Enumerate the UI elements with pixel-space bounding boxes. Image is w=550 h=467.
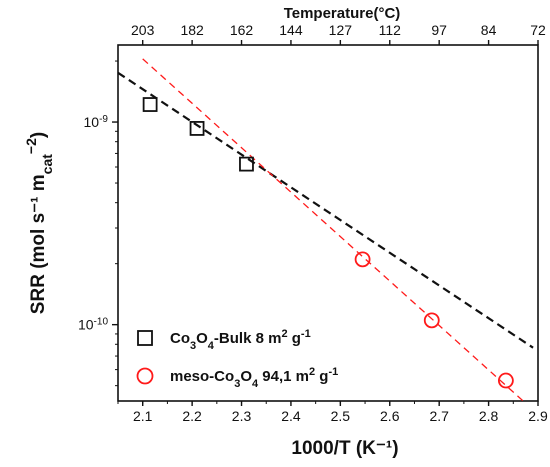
data-point-series-2 xyxy=(423,312,440,329)
top-tick-label: 72 xyxy=(530,22,546,38)
fit-lines xyxy=(117,58,534,402)
x-axis-title: 1000/T (K⁻¹) xyxy=(291,438,398,459)
data-point-series-1 xyxy=(142,97,158,112)
top-tick-label: 182 xyxy=(180,22,204,38)
x-tick-label: 2.8 xyxy=(479,408,499,424)
x-tick-label: 2.4 xyxy=(281,408,301,424)
top-tick-label: 144 xyxy=(279,22,303,38)
x-tick-label: 2.1 xyxy=(133,408,153,424)
data-point-series-1 xyxy=(189,121,205,136)
legend-label-2: meso-Co3O4 94,1 m2 g-1 xyxy=(170,366,338,390)
data-point-series-2 xyxy=(497,372,514,389)
data-point-series-1 xyxy=(239,156,254,172)
top-tick-label: 84 xyxy=(481,22,497,38)
top-tick-label: 97 xyxy=(431,22,447,38)
x-tick-label: 2.9 xyxy=(528,408,548,424)
top-tick-label: 162 xyxy=(230,22,254,38)
top-tick-label: 203 xyxy=(131,22,155,38)
x-tick-label: 2.6 xyxy=(380,408,400,424)
data-markers xyxy=(142,97,514,389)
x-tick-label: 2.3 xyxy=(232,408,252,424)
y-tick-label: 10-10 xyxy=(78,316,108,333)
top-axis-title: Temperature(°C) xyxy=(284,5,401,22)
x-tick-label: 2.5 xyxy=(331,408,351,424)
legend-marker-circle xyxy=(136,367,154,385)
top-axis-ticks: 203 182 162 144 127 112 97 84 72 xyxy=(131,22,546,45)
legend-marker-square xyxy=(137,330,153,346)
x-tick-label: 2.2 xyxy=(182,408,202,424)
fit-line-series-1 xyxy=(117,71,534,349)
data-point-series-2 xyxy=(354,251,371,268)
legend-label-1: Co3O4-Bulk 8 m2 g-1 xyxy=(170,328,311,352)
plot-frame xyxy=(117,44,539,402)
fit-line-series-2 xyxy=(142,58,524,402)
x-axis-ticks: 2.1 2.2 2.3 2.4 2.5 2.6 2.7 2.8 2.9 xyxy=(117,401,548,424)
y-axis-ticks: 10-10 10-9 xyxy=(78,60,118,387)
y-tick-label: 10-9 xyxy=(84,114,109,130)
top-tick-label: 112 xyxy=(379,22,402,38)
x-tick-label: 2.7 xyxy=(429,408,449,424)
top-tick-label: 127 xyxy=(329,22,353,38)
y-axis-title: SRR (mol s⁻¹ mcat−2) xyxy=(23,132,55,314)
legend: Co3O4-Bulk 8 m2 g-1 meso-Co3O4 94,1 m2 g-… xyxy=(136,328,338,390)
